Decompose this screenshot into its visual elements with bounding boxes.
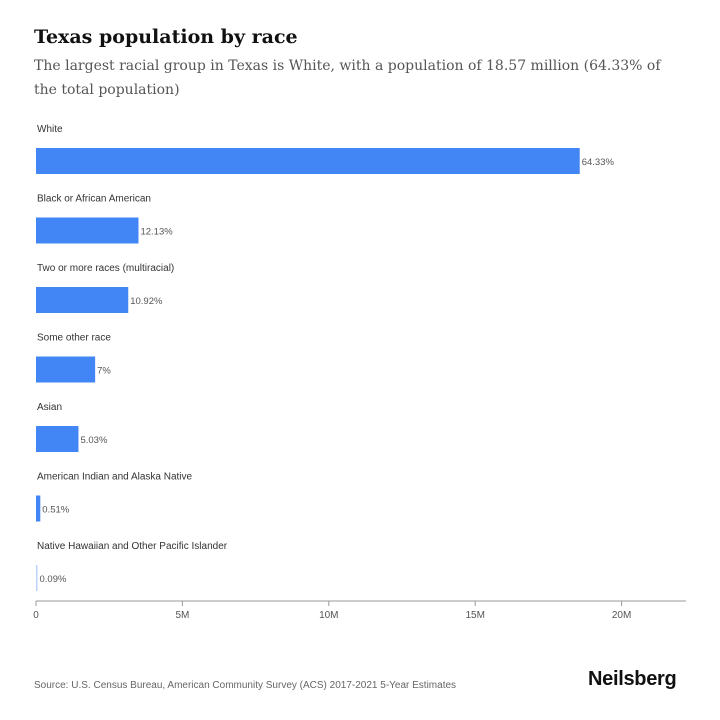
bar (36, 356, 96, 383)
bar (36, 565, 38, 591)
source-note: Source: U.S. Census Bureau, American Com… (34, 680, 457, 691)
category-label: White (37, 124, 63, 135)
bar (36, 287, 129, 313)
category-label: Asian (37, 402, 62, 413)
data-label: 12.13% (140, 227, 173, 238)
bar (36, 495, 41, 522)
data-label: 64.33% (582, 157, 615, 168)
data-label: 5.03% (80, 435, 107, 446)
bar (36, 148, 580, 174)
category-label: American Indian and Alaska Native (37, 472, 193, 483)
chart-subtitle: The largest racial group in Texas is Whi… (34, 58, 661, 98)
x-tick-label: 5M (175, 610, 189, 621)
x-tick-label: 0 (33, 610, 39, 621)
data-label: 7% (97, 366, 111, 377)
category-label: Two or more races (multiracial) (37, 263, 174, 274)
category-label: Black or African American (37, 194, 151, 205)
data-label: 10.92% (130, 296, 163, 307)
category-label: Some other race (37, 333, 111, 344)
data-label: 0.09% (40, 574, 67, 585)
x-tick-label: 15M (465, 610, 484, 621)
bar-chart: White 64.33% Black or African American 12.1… (33, 124, 686, 621)
category-label: Native Hawaiian and Other Pacific Island… (37, 541, 228, 552)
data-label: 0.51% (42, 505, 69, 516)
bar (36, 217, 139, 244)
bar (36, 426, 79, 452)
chart-title: Texas population by race (34, 26, 298, 48)
x-tick-label: 20M (612, 610, 631, 621)
x-tick-label: 10M (319, 610, 338, 621)
brand-logo: Neilsberg (588, 668, 677, 690)
